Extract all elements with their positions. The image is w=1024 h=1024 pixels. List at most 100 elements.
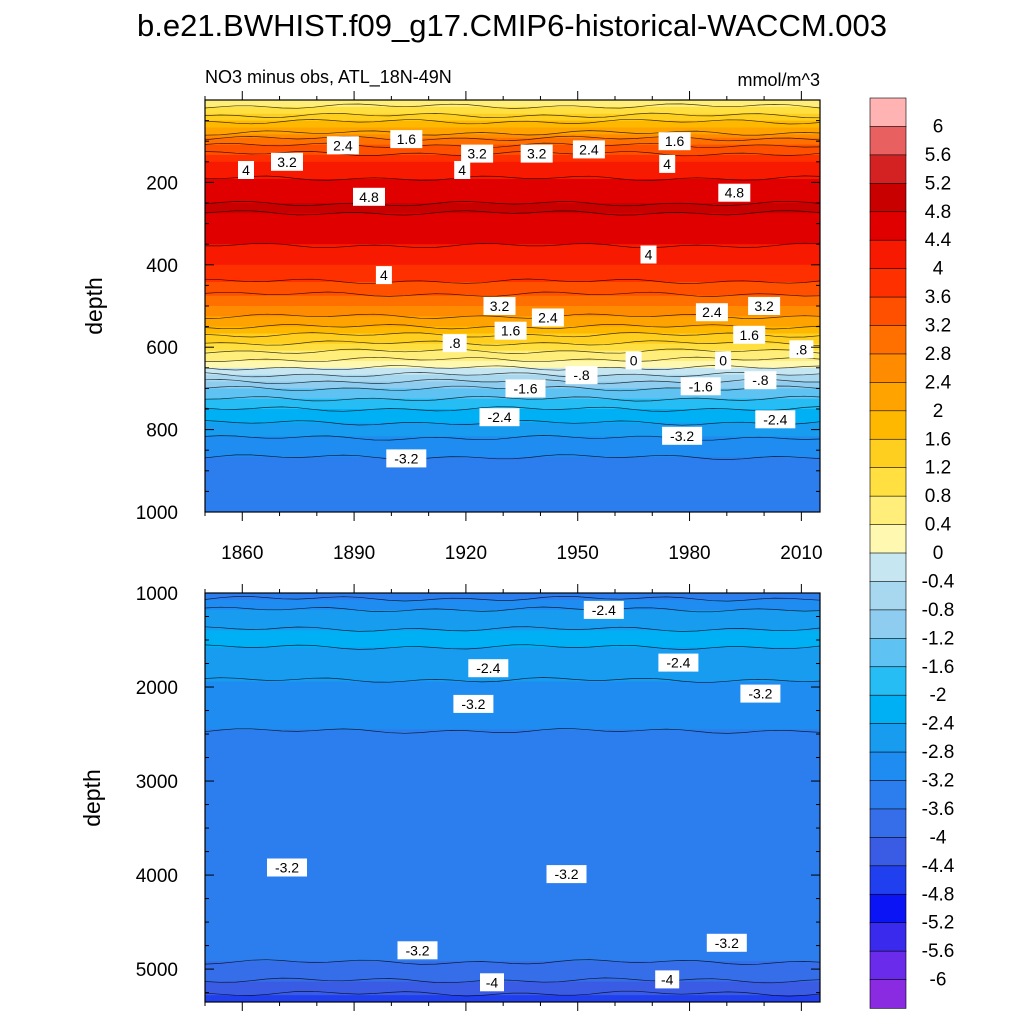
field-band — [205, 603, 820, 608]
contour-label: 4.8 — [725, 185, 745, 201]
field-band — [205, 616, 820, 621]
colorbar-label: 4.8 — [925, 202, 951, 223]
field-band — [205, 964, 820, 969]
contour-label: .8 — [449, 335, 461, 351]
contour-label: -4 — [486, 974, 499, 990]
field-band — [205, 944, 820, 949]
field-band — [205, 967, 820, 972]
colorbar-label: -4.8 — [922, 884, 955, 905]
field-band — [205, 281, 820, 286]
field-band — [205, 100, 820, 105]
x-tick-label: 1920 — [445, 543, 487, 564]
field-band — [205, 749, 820, 754]
field-band — [205, 110, 820, 115]
colorbar-label: -4.4 — [922, 856, 955, 877]
x-tick-label: 1860 — [221, 543, 263, 564]
field-band — [205, 637, 820, 642]
field-band — [205, 872, 820, 877]
field-band — [205, 106, 820, 111]
contour-line — [205, 406, 820, 412]
contour-line — [205, 606, 820, 613]
contour-label: -2.4 — [763, 411, 787, 427]
field-band — [205, 487, 820, 492]
field-band — [205, 954, 820, 959]
field-band — [205, 971, 820, 976]
lower-axes: 1000 2000 3000 4000 5000 — [136, 584, 820, 1011]
colorbar-label: 1.2 — [925, 458, 951, 479]
field-band — [205, 916, 820, 921]
field-band — [205, 715, 820, 720]
field-band — [205, 223, 820, 228]
y-tick-label: 5000 — [136, 960, 178, 981]
colorbar-swatch — [869, 922, 907, 952]
field-band — [205, 736, 820, 741]
field-band — [205, 405, 820, 410]
colorbar-label: 4.4 — [925, 230, 952, 251]
colorbar-swatch — [869, 808, 907, 839]
field-band — [205, 494, 820, 499]
field-band — [205, 852, 820, 857]
field-band — [205, 168, 820, 173]
contour-line — [205, 371, 820, 378]
contour-label-box — [658, 653, 699, 672]
contour-label: -4 — [661, 971, 674, 987]
field-band — [205, 124, 820, 129]
contour-label: 4 — [380, 267, 388, 283]
contour-label-box — [744, 371, 777, 390]
field-band — [205, 783, 820, 788]
y-tick-label: 2000 — [136, 678, 178, 699]
colorbar-swatch — [869, 438, 907, 469]
field-band — [205, 712, 820, 717]
colorbar-swatch — [869, 382, 907, 412]
field-band — [205, 705, 820, 710]
field-band — [205, 367, 820, 372]
field-band — [205, 725, 820, 730]
colorbar-label: -3.2 — [922, 771, 955, 792]
field-band — [205, 196, 820, 201]
contour-label: -3.2 — [715, 935, 739, 951]
field-band — [205, 633, 820, 638]
contour-label-box — [461, 144, 494, 163]
field-band — [205, 674, 820, 679]
contour-label-box — [789, 340, 814, 359]
colorbar: 6 5.6 5.2 4.8 4.4 4 3.6 3.2 2.8 2.4 2 1.6 1.2 0.8 0.4 0… — [869, 97, 955, 1009]
field-band — [205, 940, 820, 945]
field-band — [205, 292, 820, 297]
contour-line — [205, 595, 820, 602]
field-band — [205, 729, 820, 734]
colorbar-label: -6 — [930, 970, 947, 991]
contour-label: 4 — [242, 162, 250, 178]
field-band — [205, 203, 820, 208]
field-band — [205, 746, 820, 751]
contour-label: -2.4 — [487, 409, 511, 425]
field-band — [205, 899, 820, 904]
field-band — [205, 257, 820, 262]
field-band — [205, 148, 820, 153]
field-band — [205, 606, 820, 611]
contour-label-box — [505, 379, 546, 398]
colorbar-label: -5.2 — [922, 913, 955, 934]
field-band — [205, 130, 820, 135]
contour-label: 2.4 — [579, 141, 599, 157]
field-band — [205, 354, 820, 359]
contour-label-box — [715, 351, 732, 370]
contour-line — [205, 977, 820, 984]
contour-label-box — [442, 334, 467, 353]
colorbar-label: 1.6 — [925, 429, 951, 450]
contour-label: 4 — [645, 247, 653, 263]
colorbar-label: -0.4 — [922, 571, 955, 592]
contour-label: -3.2 — [554, 866, 578, 882]
field-band — [205, 613, 820, 618]
contour-line — [205, 677, 820, 683]
field-band — [205, 596, 820, 601]
colorbar-swatch — [869, 979, 907, 1009]
field-band — [205, 433, 820, 438]
field-band — [205, 340, 820, 345]
contour-label-box — [479, 408, 520, 427]
field-band — [205, 481, 820, 486]
field-band — [205, 593, 820, 598]
y-tick-label: 400 — [146, 256, 178, 277]
colorbar-swatch — [869, 410, 907, 440]
contour-line — [205, 210, 820, 216]
